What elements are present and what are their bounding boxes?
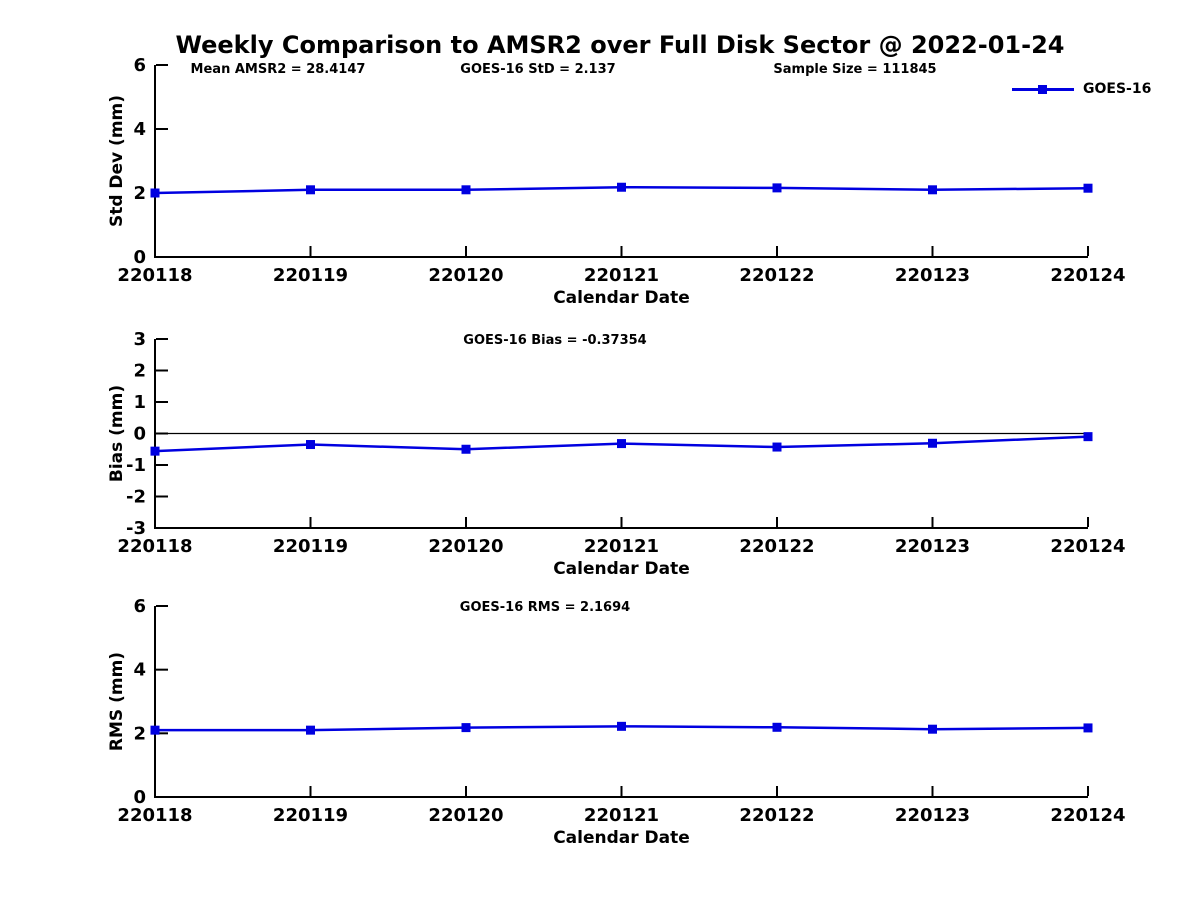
- chart-rms: 0 2 4 6 220118 220119 220120 220121 220122 220123…: [107, 596, 1126, 848]
- data-point-marker: [461, 723, 471, 733]
- x-tick-label: 220122: [739, 265, 814, 286]
- x-tick-label: 220124: [1050, 536, 1125, 557]
- data-point-marker: [150, 725, 160, 735]
- x-tick-label: 220119: [273, 536, 348, 557]
- y-tick-label: 2: [133, 183, 146, 204]
- y-tick-label: 3: [133, 329, 146, 350]
- x-tick-label: 220122: [739, 536, 814, 557]
- x-tick-label: 220119: [273, 265, 348, 286]
- annotation: Sample Size = 111845: [773, 62, 936, 77]
- x-tick-label: 220119: [273, 805, 348, 826]
- annotation: GOES-16 Bias = -0.37354: [463, 333, 646, 348]
- legend-square-marker-icon: [1038, 84, 1047, 94]
- x-axis-label: Calendar Date: [553, 828, 690, 848]
- annotation: GOES-16 StD = 2.137: [460, 62, 615, 77]
- x-tick-label: 220120: [428, 265, 503, 286]
- data-point-marker: [928, 724, 937, 734]
- chart-bias: -3 -2 -1 0 1 2 3 220118 220119 220120 220121 220122…: [107, 329, 1126, 579]
- annotation: GOES-16 RMS = 2.1694: [460, 600, 630, 615]
- y-tick-label: 0: [133, 424, 146, 445]
- data-point-marker: [772, 183, 782, 193]
- x-tick-label: 220121: [584, 265, 659, 286]
- x-tick-label: 220122: [739, 805, 814, 826]
- data-point-marker: [306, 725, 315, 735]
- data-point-marker: [306, 440, 315, 450]
- x-tick-label: 220118: [117, 536, 192, 557]
- data-point-marker: [617, 439, 626, 449]
- x-tick-label: 220123: [895, 536, 970, 557]
- y-tick-label: -1: [126, 455, 146, 476]
- y-tick-label: 0: [133, 787, 146, 808]
- y-axis-label: Std Dev (mm): [107, 95, 127, 227]
- y-tick-label: 1: [133, 392, 146, 413]
- data-point-marker: [928, 185, 937, 195]
- legend: GOES-16: [1012, 82, 1151, 96]
- data-point-marker: [150, 446, 160, 456]
- x-tick-label: 220123: [895, 805, 970, 826]
- y-tick-label: -3: [126, 518, 146, 539]
- data-point-marker: [461, 185, 471, 195]
- x-tick-label: 220123: [895, 265, 970, 286]
- x-tick-label: 220118: [117, 805, 192, 826]
- y-tick-label: -2: [126, 487, 146, 508]
- x-tick-label: 220124: [1050, 805, 1125, 826]
- y-tick-label: 4: [133, 660, 146, 681]
- legend-label: GOES-16: [1083, 81, 1152, 97]
- data-point-marker: [772, 442, 782, 452]
- y-tick-label: 4: [133, 119, 146, 140]
- annotation: Mean AMSR2 = 28.4147: [191, 62, 366, 77]
- x-axis-label: Calendar Date: [553, 288, 690, 308]
- data-point-marker: [150, 188, 160, 198]
- x-tick-label: 220124: [1050, 265, 1125, 286]
- x-tick-label: 220121: [584, 805, 659, 826]
- x-tick-label: 220120: [428, 536, 503, 557]
- y-tick-label: 6: [133, 596, 146, 617]
- figure-title: Weekly Comparison to AMSR2 over Full Dis…: [175, 31, 1065, 59]
- data-point-marker: [1083, 723, 1093, 733]
- chart-std-dev: 0 2 4 6 220118 220119 220120 220121 220122 220123…: [107, 55, 1126, 308]
- y-axis-label: RMS (mm): [107, 652, 127, 751]
- y-axis-label: Bias (mm): [107, 385, 127, 482]
- y-tick-label: 0: [133, 247, 146, 268]
- legend-line-sample: [1012, 84, 1074, 94]
- y-tick-label: 6: [133, 55, 146, 76]
- y-tick-label: 2: [133, 361, 146, 382]
- data-point-marker: [461, 444, 471, 454]
- x-tick-label: 220118: [117, 265, 192, 286]
- data-point-marker: [1083, 432, 1093, 442]
- x-tick-label: 220121: [584, 536, 659, 557]
- data-point-marker: [928, 438, 937, 448]
- data-point-marker: [306, 185, 315, 195]
- data-point-marker: [617, 721, 626, 731]
- y-tick-label: 2: [133, 723, 146, 744]
- data-point-marker: [617, 182, 626, 192]
- data-point-marker: [1083, 183, 1093, 193]
- x-tick-label: 220120: [428, 805, 503, 826]
- x-axis-label: Calendar Date: [553, 559, 690, 579]
- data-point-marker: [772, 722, 782, 732]
